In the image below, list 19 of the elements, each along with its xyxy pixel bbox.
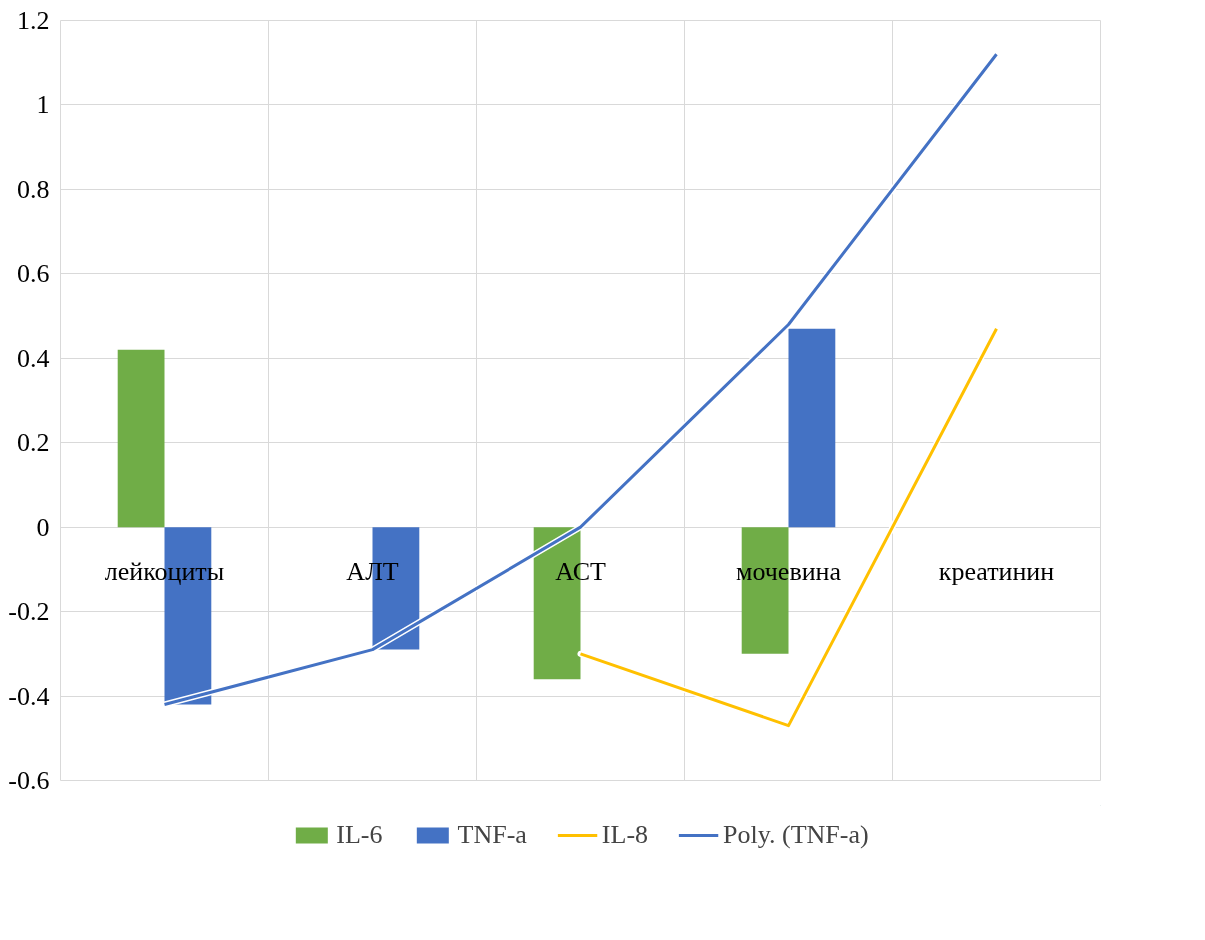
y-tick-label: -0.2	[8, 597, 50, 627]
legend-label: IL-8	[601, 820, 649, 850]
legend-label: Poly. (TNF-a)	[723, 820, 869, 850]
y-tick-label: 1.2	[17, 6, 50, 35]
y-tick-label: 0.2	[17, 428, 50, 458]
bar	[117, 349, 165, 528]
y-tick-label: -0.6	[8, 766, 50, 795]
legend-label: TNF-a	[457, 820, 527, 850]
x-tick-label: креатинин	[938, 557, 1055, 587]
legend-label: IL-6	[336, 820, 383, 850]
y-tick-label: 0.8	[17, 174, 50, 204]
y-tick-label: 0.6	[17, 259, 50, 289]
y-tick-label: 0	[36, 512, 50, 542]
bar	[788, 328, 836, 528]
x-tick-label: АЛТ	[346, 557, 399, 587]
y-tick-label: 0.4	[17, 343, 50, 373]
y-tick-label: -0.4	[8, 681, 50, 711]
y-tick-label: 1	[36, 90, 50, 120]
x-tick-label: АСТ	[555, 557, 606, 587]
